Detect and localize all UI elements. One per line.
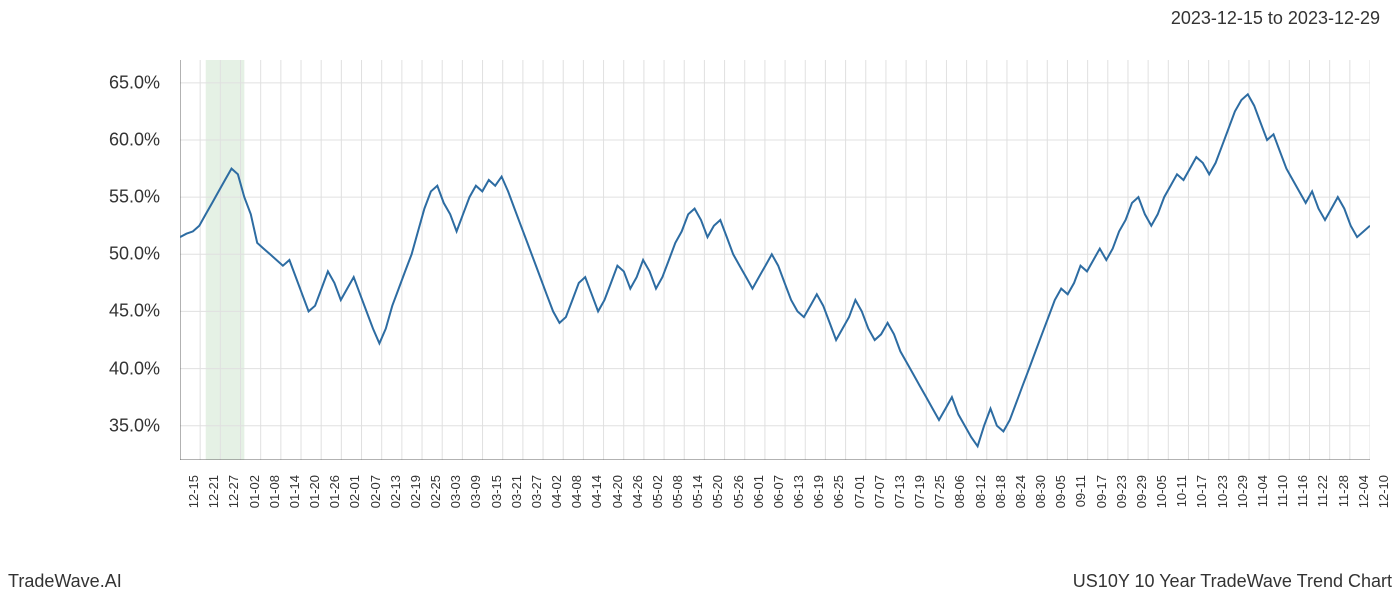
date-range-label: 2023-12-15 to 2023-12-29: [1171, 8, 1380, 29]
x-tick-label: 03-15: [489, 475, 504, 508]
x-tick-label: 01-08: [267, 475, 282, 508]
x-tick-label: 12-27: [226, 475, 241, 508]
x-tick-label: 10-11: [1174, 475, 1189, 507]
x-tick-label: 06-25: [831, 475, 846, 508]
x-tick-label: 02-25: [428, 475, 443, 508]
x-tick-label: 08-30: [1033, 475, 1048, 508]
x-tick-label: 08-06: [952, 475, 967, 508]
y-tick-label: 50.0%: [109, 244, 160, 265]
x-tick-label: 12-15: [186, 475, 201, 508]
x-tick-label: 11-04: [1255, 475, 1270, 507]
x-tick-label: 04-14: [589, 475, 604, 508]
x-tick-label: 08-18: [993, 475, 1008, 508]
x-tick-label: 07-07: [872, 475, 887, 508]
x-tick-label: 02-19: [408, 475, 423, 508]
x-tick-label: 01-02: [247, 475, 262, 508]
trend-line: [180, 94, 1370, 446]
x-tick-label: 01-26: [327, 475, 342, 508]
x-tick-label: 06-19: [811, 475, 826, 508]
x-tick-label: 08-12: [973, 475, 988, 508]
x-tick-label: 02-07: [368, 475, 383, 508]
x-tick-label: 11-16: [1295, 475, 1310, 507]
highlight-band: [206, 60, 245, 460]
x-tick-label: 05-14: [690, 475, 705, 508]
x-tick-label: 07-19: [912, 475, 927, 508]
y-tick-label: 40.0%: [109, 358, 160, 379]
x-tick-label: 03-03: [448, 475, 463, 508]
x-tick-label: 04-26: [630, 475, 645, 508]
x-tick-label: 04-08: [569, 475, 584, 508]
x-tick-label: 06-07: [771, 475, 786, 508]
x-tick-label: 05-26: [731, 475, 746, 508]
x-tick-label: 06-13: [791, 475, 806, 508]
x-tick-label: 04-02: [549, 475, 564, 508]
x-tick-label: 09-29: [1134, 475, 1149, 508]
x-tick-label: 11-22: [1315, 475, 1330, 507]
y-tick-label: 65.0%: [109, 72, 160, 93]
x-tick-label: 10-29: [1235, 475, 1250, 508]
x-tick-label: 07-13: [892, 475, 907, 508]
x-tick-label: 04-20: [610, 475, 625, 508]
x-tick-label: 02-13: [388, 475, 403, 508]
x-tick-label: 10-23: [1215, 475, 1230, 508]
x-tick-label: 11-28: [1336, 475, 1351, 507]
x-tick-label: 09-11: [1073, 475, 1088, 507]
x-tick-label: 11-10: [1275, 475, 1290, 507]
x-tick-label: 01-20: [307, 475, 322, 508]
x-tick-label: 12-21: [206, 475, 221, 508]
x-tick-label: 09-17: [1094, 475, 1109, 508]
x-tick-label: 03-21: [509, 475, 524, 508]
x-tick-label: 02-01: [347, 475, 362, 508]
x-tick-label: 09-05: [1053, 475, 1068, 508]
chart-title: US10Y 10 Year TradeWave Trend Chart: [1073, 571, 1392, 592]
x-tick-label: 12-10: [1376, 475, 1391, 508]
line-chart-svg: [180, 60, 1370, 460]
chart-plot-area: [180, 60, 1370, 460]
x-tick-label: 05-02: [650, 475, 665, 508]
y-tick-label: 35.0%: [109, 415, 160, 436]
x-tick-label: 03-09: [468, 475, 483, 508]
footer-brand: TradeWave.AI: [8, 571, 122, 592]
x-tick-label: 07-25: [932, 475, 947, 508]
x-tick-label: 10-17: [1194, 475, 1209, 508]
x-tick-label: 03-27: [529, 475, 544, 508]
x-tick-label: 01-14: [287, 475, 302, 508]
x-tick-label: 09-23: [1114, 475, 1129, 508]
x-tick-label: 05-08: [670, 475, 685, 508]
y-tick-label: 55.0%: [109, 187, 160, 208]
x-tick-label: 12-04: [1356, 475, 1371, 508]
x-axis: 12-15 12-21 12-27 01-02 01-08 01-14 01-20 01-26…: [180, 465, 1370, 545]
x-tick-label: 06-01: [751, 475, 766, 508]
x-tick-label: 07-01: [852, 475, 867, 508]
x-tick-label: 08-24: [1013, 475, 1028, 508]
y-axis: 35.0% 40.0% 45.0% 50.0% 55.0% 60.0% 65.0%: [0, 60, 170, 460]
y-tick-label: 45.0%: [109, 301, 160, 322]
x-tick-label: 10-05: [1154, 475, 1169, 508]
y-tick-label: 60.0%: [109, 130, 160, 151]
x-tick-label: 05-20: [710, 475, 725, 508]
